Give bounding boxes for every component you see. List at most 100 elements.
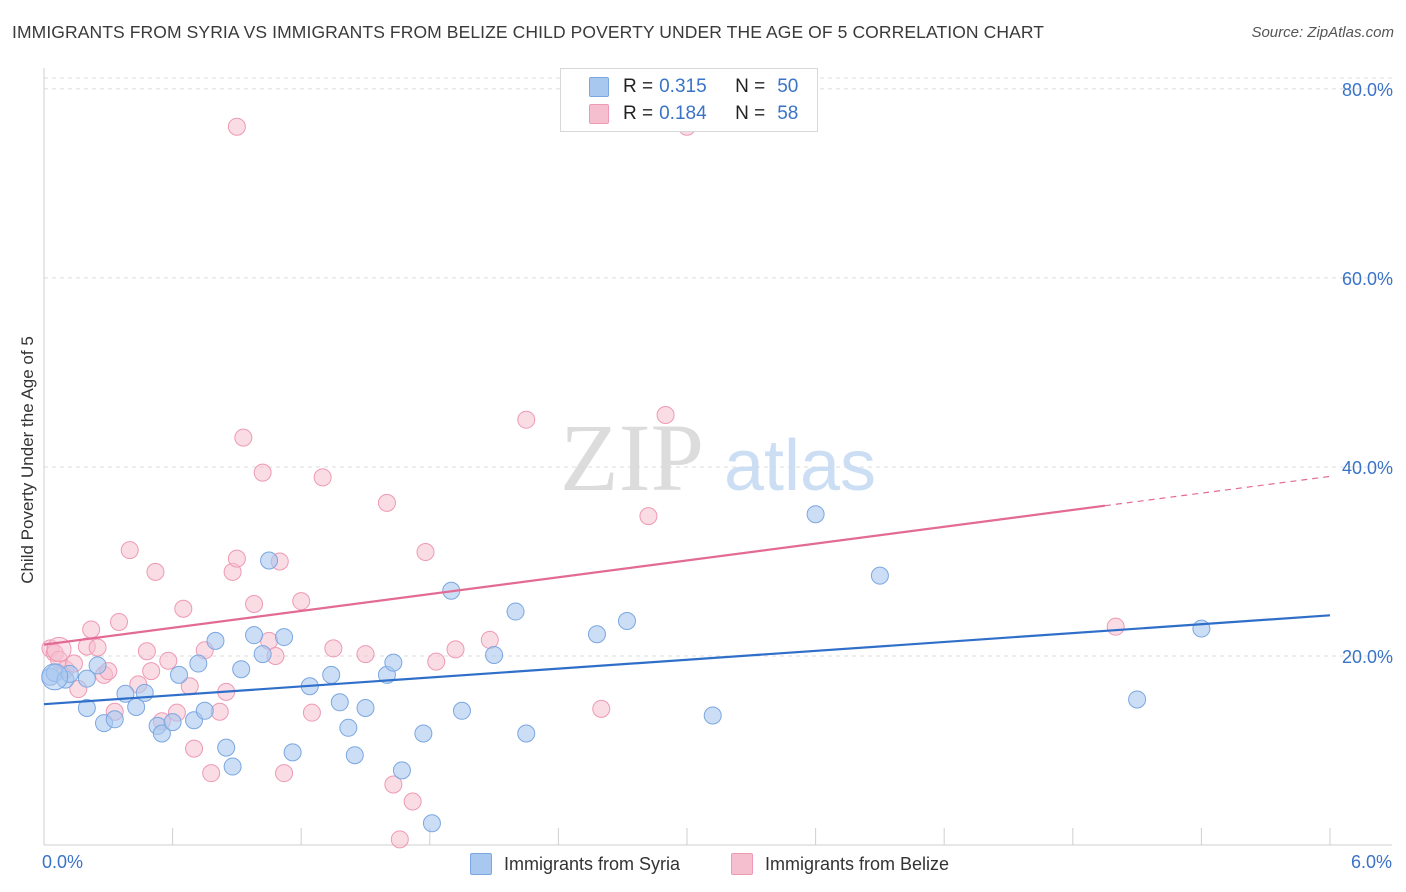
x-min-label: 0.0% [42,852,84,872]
belize-r-value: 0.184 [659,103,707,124]
belize-point-56 [1106,617,1125,636]
belize-point-31 [245,594,264,613]
belize-point-32 [253,463,272,482]
y-tick-label-60: 60.0% [1342,269,1393,289]
belize-n-value: 58 [777,103,799,124]
belize-point-40 [324,639,343,658]
syria-point-33 [356,698,375,717]
belize-point-29 [227,549,246,568]
syria-point-25 [260,551,279,570]
y-tick-labels: 20.0% 40.0% 60.0% 80.0% [1342,80,1393,667]
belize-point-8 [88,638,107,657]
syria-point-17 [189,654,208,673]
syria-point-6 [77,698,96,717]
belize-point-25 [202,764,221,783]
syria-point-29 [322,665,341,684]
belize-point-39 [313,468,332,487]
belize-point-49 [480,630,499,649]
syria-point-30 [330,693,349,712]
belize-point-21 [174,599,193,618]
axes [43,68,1392,846]
chart-title: IMMIGRANTS FROM SYRIA VS IMMIGRANTS FROM… [12,22,1045,42]
belize-trend-extension [1104,475,1331,507]
bottom-legend-belize: Immigrants from Belize [731,852,949,876]
syria-point-50 [1192,619,1211,638]
syria-cluster [41,663,69,691]
watermark-zip: ZIP [560,404,704,511]
belize-point-16 [142,662,161,681]
syria-point-32 [345,746,364,765]
syria-point-46 [703,706,722,725]
legend-row-belize: R = 0.184 N = 58 [589,102,798,126]
belize-point-15 [137,642,156,661]
syria-point-15 [170,665,189,684]
belize-point-30 [234,428,253,447]
belize-point-48 [446,640,465,659]
y-axis-label: Child Poverty Under the Age of 5 [18,336,37,584]
belize-point-12 [110,612,129,631]
syria-point-43 [517,724,536,743]
syria-r-value: 0.315 [659,76,707,97]
bottom-syria-swatch [470,853,492,875]
syria-point-40 [452,701,471,720]
belize-point-41 [356,645,375,664]
belize-point-44 [390,830,409,849]
syria-point-8 [105,710,124,729]
syria-point-48 [870,566,889,585]
watermark-atlas: atlas [724,426,876,506]
syria-point-24 [253,645,272,664]
legend-row-syria: R = 0.315 N = 50 [589,75,798,99]
belize-point-13 [120,541,139,560]
belize-point-23 [185,739,204,758]
syria-point-20 [217,738,236,757]
syria-point-35 [384,653,403,672]
syria-point-36 [392,761,411,780]
trend-lines [43,475,1331,706]
belize-point-57 [227,117,246,136]
syria-point-37 [414,724,433,743]
belize-point-43 [384,775,403,794]
source-note: Source: ZipAtlas.com [1251,24,1394,41]
bottom-legend-syria: Immigrants from Syria [470,852,680,876]
belize-point-37 [292,592,311,611]
belize-point-26 [210,702,229,721]
stats-legend: R = 0.315 N = 50 R = 0.184 N = 58 [560,68,818,132]
syria-swatch [589,77,609,97]
syria-point-22 [232,660,251,679]
belize-point-46 [416,543,435,562]
y-tick-label-80: 80.0% [1342,80,1393,100]
syria-point-41 [485,646,504,665]
belize-point-51 [592,699,611,718]
belize-point-47 [427,652,446,671]
belize-r-label: R = [623,103,654,124]
belize-trend-line [43,504,1106,646]
syria-points [41,505,1211,833]
syria-trend-line [43,614,1331,706]
belize-n-label: N = [735,103,766,124]
belize-point-17 [146,562,165,581]
syria-point-13 [152,724,171,743]
watermark: ZIP atlas [560,404,876,511]
bottom-belize-label: Immigrants from Belize [765,853,950,874]
syria-point-49 [1128,690,1147,709]
syria-point-11 [135,683,154,702]
syria-point-44 [587,625,606,644]
belize-point-38 [302,703,321,722]
syria-point-42 [506,602,525,621]
belize-swatch [589,104,609,124]
belize-point-36 [275,764,294,783]
syria-r-label: R = [623,76,654,97]
belize-point-7 [82,620,101,639]
belize-point-53 [656,405,675,424]
belize-point-50 [517,410,536,429]
belize-point-52 [639,507,658,526]
belize-point-45 [403,792,422,811]
belize-point-42 [377,493,396,512]
syria-point-26 [275,628,294,647]
syria-n-value: 50 [777,76,799,97]
syria-point-18 [195,701,214,720]
syria-n-label: N = [735,76,766,97]
x-max-label: 6.0% [1350,852,1392,872]
syria-point-23 [245,626,264,645]
